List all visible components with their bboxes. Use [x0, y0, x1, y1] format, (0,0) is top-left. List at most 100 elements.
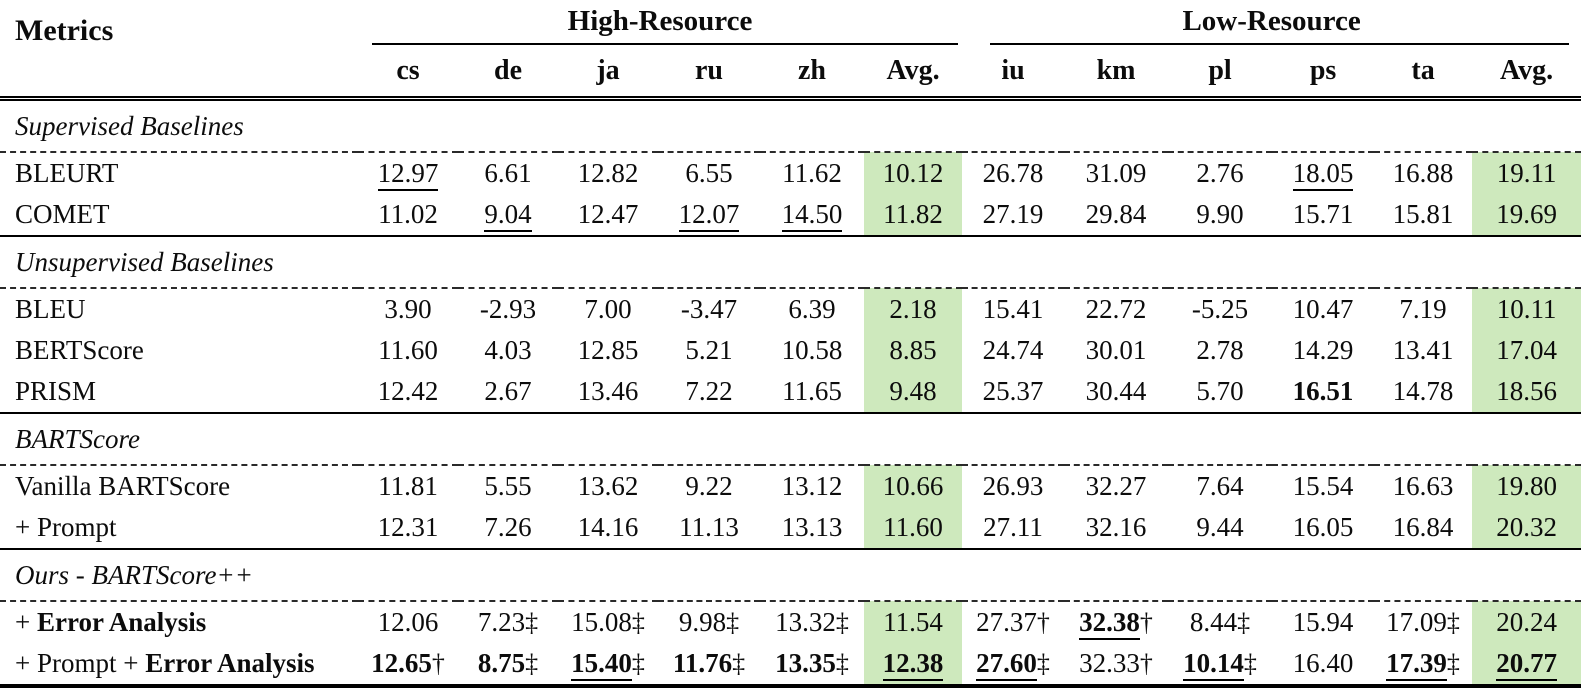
score-cell: 10.47 [1272, 288, 1374, 330]
score-value: 9.48 [889, 376, 937, 406]
score-cell: 12.42 [358, 371, 458, 413]
high-resource-rule [372, 43, 959, 45]
score-value: 7.22 [685, 376, 733, 406]
metric-label: BLEU [0, 288, 358, 330]
score-value: 16.40 [1292, 648, 1354, 678]
score-cell: 15.71 [1272, 194, 1374, 236]
metric-label-part: BLEU [15, 294, 86, 324]
score-value: 15.94 [1292, 607, 1354, 637]
avg-score-cell: 19.11 [1472, 152, 1581, 194]
score-cell: 16.84 [1374, 507, 1472, 549]
score-value: 22.72 [1085, 294, 1147, 324]
score-cell: 14.50 [760, 194, 864, 236]
score-value: 3.90 [384, 294, 432, 324]
score-value: 18.56 [1496, 376, 1557, 406]
score-cell: 16.40 [1272, 643, 1374, 686]
score-value: 14.50 [781, 199, 843, 232]
score-value: 19.11 [1496, 158, 1557, 188]
score-value: 14.29 [1292, 335, 1354, 365]
score-value: 32.38 [1079, 607, 1140, 640]
score-value: 25.37 [982, 376, 1044, 406]
section-header-row: Unsupervised Baselines [0, 235, 1581, 289]
score-cell: 16.88 [1374, 152, 1472, 194]
score-value: 16.51 [1292, 376, 1354, 406]
score-cell: 32.38† [1064, 601, 1168, 643]
score-cell: 32.33† [1064, 643, 1168, 686]
score-value: 9.98 [678, 607, 727, 637]
score-cell: 12.85 [558, 330, 658, 371]
score-cell: 2.67 [458, 371, 558, 413]
avg-score-cell: 10.66 [864, 465, 963, 507]
score-cell: 5.55 [458, 465, 558, 507]
metric-row: BLEURT 12.97 6.61 12.82 6.55 11.62 10.12 26.78 3… [0, 152, 1581, 194]
double-dagger-mark: ‡ [631, 649, 645, 678]
score-cell: 2.76 [1168, 152, 1272, 194]
score-cell: 15.08‡ [558, 601, 658, 643]
score-cell: 13.13 [760, 507, 864, 549]
high-resource-group-header: High-Resource [358, 0, 962, 46]
score-value: 9.04 [484, 199, 532, 232]
column-header-avg-g1: Avg. [1472, 46, 1581, 101]
score-cell: 11.60 [358, 330, 458, 371]
score-cell: 7.26 [458, 507, 558, 549]
section-title: BARTScore [0, 412, 1581, 466]
double-dagger-mark: ‡ [732, 649, 746, 678]
low-resource-group-header: Low-Resource [962, 0, 1581, 46]
score-cell: 12.31 [358, 507, 458, 549]
table-body: Supervised Baselines BLEURT 12.97 6.61 12.82… [0, 98, 1581, 686]
double-dagger-mark: ‡ [1446, 649, 1460, 678]
column-header-ta-g1: ta [1374, 46, 1473, 101]
score-cell: 31.09 [1064, 152, 1168, 194]
score-value: 13.13 [781, 512, 843, 542]
metric-label: + Prompt [0, 507, 358, 549]
section-header-row: Ours - BARTScore++ [0, 548, 1581, 602]
avg-score-cell: 18.56 [1472, 371, 1581, 413]
column-header-ru-g0: ru [658, 46, 760, 101]
metric-row: + Error Analysis 12.06 7.23‡ 15.08‡ 9.98‡ 13.… [0, 601, 1581, 643]
score-cell: 15.94 [1272, 601, 1374, 643]
metric-row: Vanilla BARTScore 11.81 5.55 13.62 9.22 13.12… [0, 465, 1581, 507]
metric-label: BLEURT [0, 152, 358, 194]
metric-label-part: + Prompt [15, 512, 117, 542]
avg-score-cell: 10.11 [1472, 288, 1581, 330]
column-header-avg-g0: Avg. [864, 46, 963, 101]
score-value: 11.02 [378, 199, 438, 229]
score-cell: 12.82 [558, 152, 658, 194]
score-value: 32.33 [1079, 648, 1140, 678]
score-cell: 12.06 [358, 601, 458, 643]
score-cell: 13.12 [760, 465, 864, 507]
score-value: 27.37 [976, 607, 1037, 637]
score-value: 12.06 [377, 607, 439, 637]
score-value: 8.75 [477, 648, 526, 678]
score-cell: 9.98‡ [658, 601, 760, 643]
score-value: 32.16 [1085, 512, 1147, 542]
score-cell: 11.62 [760, 152, 864, 194]
section-header-row: BARTScore [0, 412, 1581, 466]
single-dagger-mark: † [431, 649, 445, 678]
score-value: 27.11 [983, 512, 1043, 542]
score-value: 11.13 [679, 512, 739, 542]
avg-score-cell: 19.69 [1472, 194, 1581, 236]
score-value: 17.39 [1386, 648, 1447, 681]
score-cell: 12.07 [658, 194, 760, 236]
avg-score-cell: 20.24 [1472, 601, 1581, 643]
score-value: -2.93 [479, 294, 537, 324]
score-value: 10.14 [1183, 648, 1244, 681]
score-value: 10.58 [781, 335, 843, 365]
score-cell: 14.78 [1374, 371, 1472, 413]
score-value: 12.38 [882, 648, 944, 681]
score-cell: 12.65† [358, 643, 458, 686]
score-value: 6.39 [788, 294, 836, 324]
high-resource-label: High-Resource [567, 5, 753, 37]
score-cell: 15.81 [1374, 194, 1472, 236]
score-value: 2.78 [1196, 335, 1244, 365]
score-value: 11.62 [782, 158, 842, 188]
score-cell: 17.39‡ [1374, 643, 1472, 686]
score-value: 10.12 [882, 158, 944, 188]
score-cell: 9.22 [658, 465, 760, 507]
score-cell: 27.60‡ [962, 643, 1064, 686]
avg-score-cell: 11.82 [864, 194, 963, 236]
score-cell: 26.93 [962, 465, 1064, 507]
score-cell: 15.54 [1272, 465, 1374, 507]
